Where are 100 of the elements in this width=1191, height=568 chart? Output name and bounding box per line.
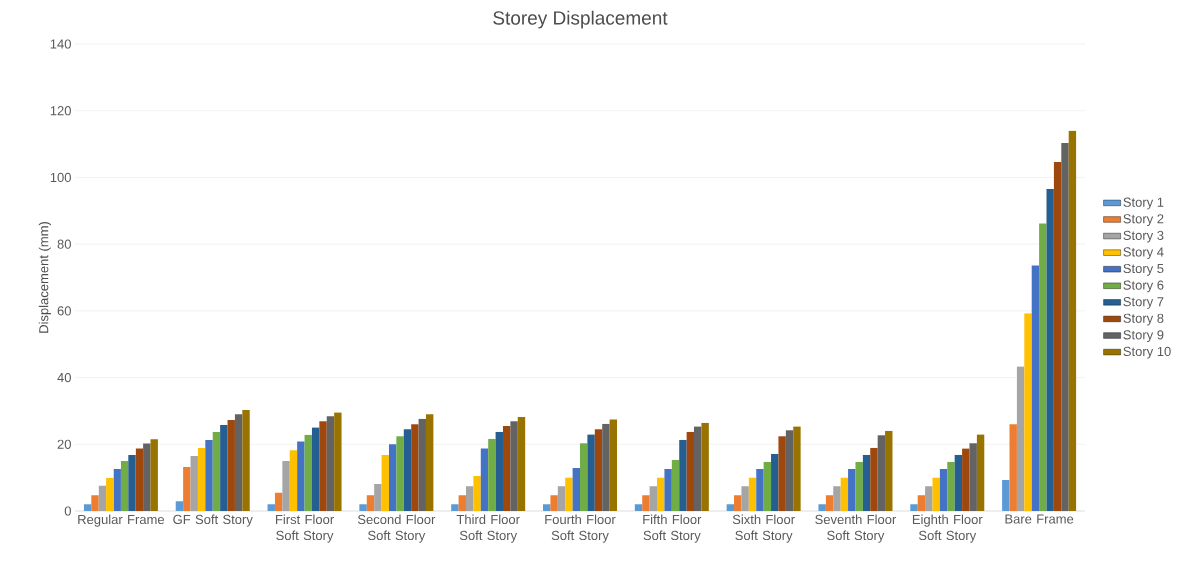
bar xyxy=(877,435,886,511)
bar xyxy=(311,427,320,511)
bar xyxy=(458,495,466,511)
bar xyxy=(366,495,375,511)
bar xyxy=(602,423,610,511)
bar xyxy=(359,504,367,511)
bar xyxy=(910,504,918,511)
bar xyxy=(862,454,871,511)
bar xyxy=(297,441,305,511)
bar xyxy=(976,434,985,511)
bar xyxy=(91,495,99,511)
x-tick-label: Third Floor Soft Story xyxy=(456,514,520,543)
x-tick-label: Sixth Floor Soft Story xyxy=(732,514,795,543)
bar xyxy=(778,436,786,511)
bar xyxy=(671,459,680,511)
legend-label: Story 6 xyxy=(1123,280,1164,293)
bar xyxy=(1061,143,1069,511)
bar xyxy=(969,443,977,511)
bar xyxy=(917,495,926,511)
x-tick-label: Seventh Floor Soft Story xyxy=(815,514,897,543)
bar xyxy=(234,414,243,511)
bar xyxy=(756,468,764,511)
bar xyxy=(771,453,779,511)
bar xyxy=(220,424,228,511)
bar xyxy=(451,504,459,511)
bar xyxy=(480,448,489,511)
bar xyxy=(183,466,191,511)
x-tick-label: Bare Frame xyxy=(1005,514,1074,524)
bar xyxy=(488,438,496,511)
bar xyxy=(855,461,863,511)
y-axis-title: Displacement (mm) xyxy=(38,221,51,333)
bar xyxy=(289,450,298,511)
bar xyxy=(326,416,335,511)
bar xyxy=(1031,265,1040,511)
legend-label: Story 5 xyxy=(1123,263,1164,276)
x-tick-label: Eighth Floor Soft Story xyxy=(912,514,983,543)
bar xyxy=(388,444,397,511)
bar xyxy=(1009,424,1017,511)
legend-label: Story 3 xyxy=(1123,230,1164,243)
bar xyxy=(580,443,588,511)
legend-label: Story 10 xyxy=(1123,346,1171,359)
bar xyxy=(1053,162,1062,511)
bar xyxy=(932,477,940,511)
bar xyxy=(664,468,672,511)
y-tick-label: 0 xyxy=(64,506,71,516)
bar xyxy=(925,486,933,511)
bar xyxy=(634,504,643,511)
bar xyxy=(411,424,419,511)
bar xyxy=(197,447,206,511)
bar xyxy=(962,448,970,511)
bar xyxy=(502,425,511,511)
x-tick-label: GF Soft Story xyxy=(173,514,253,527)
legend-label: Story 8 xyxy=(1123,313,1164,326)
bar xyxy=(543,504,551,511)
bar xyxy=(726,504,735,511)
bar xyxy=(83,504,92,511)
bar xyxy=(818,504,826,511)
bar xyxy=(150,439,158,511)
bar xyxy=(557,486,566,511)
bar xyxy=(763,461,772,511)
bar xyxy=(205,439,213,511)
legend-label: Story 9 xyxy=(1123,330,1164,342)
bar xyxy=(870,447,878,511)
bar xyxy=(212,431,221,511)
bar xyxy=(175,501,184,511)
bar xyxy=(825,495,834,511)
bar xyxy=(425,414,434,511)
bar xyxy=(135,448,144,511)
legend-label: Story 4 xyxy=(1123,247,1164,260)
y-tick-label: 140 xyxy=(50,39,71,49)
bar xyxy=(793,426,801,511)
bar xyxy=(954,454,963,511)
bar xyxy=(120,460,129,511)
bar xyxy=(701,422,709,511)
bar xyxy=(785,430,794,511)
bar xyxy=(396,436,404,511)
bar xyxy=(1039,223,1047,511)
bar xyxy=(282,460,290,511)
bar xyxy=(657,477,665,511)
bar xyxy=(1016,366,1025,511)
legend-label: Story 2 xyxy=(1123,214,1164,226)
bar xyxy=(550,495,558,511)
bar xyxy=(495,431,503,511)
bar xyxy=(565,477,573,511)
legend-label: Story 1 xyxy=(1123,197,1164,210)
legend-label: Story 7 xyxy=(1123,297,1164,309)
bar xyxy=(98,485,107,511)
bar xyxy=(510,421,518,511)
bar xyxy=(939,468,948,511)
y-tick-label: 120 xyxy=(50,106,71,116)
bar xyxy=(190,455,198,511)
bar xyxy=(274,492,283,511)
bar xyxy=(1068,130,1077,511)
bar xyxy=(609,419,618,511)
bar xyxy=(473,475,481,511)
x-tick-label: Fourth Floor Soft Story xyxy=(545,514,616,543)
bar xyxy=(587,434,595,511)
bar xyxy=(1024,313,1032,511)
bar xyxy=(517,416,526,511)
bar xyxy=(143,443,151,511)
